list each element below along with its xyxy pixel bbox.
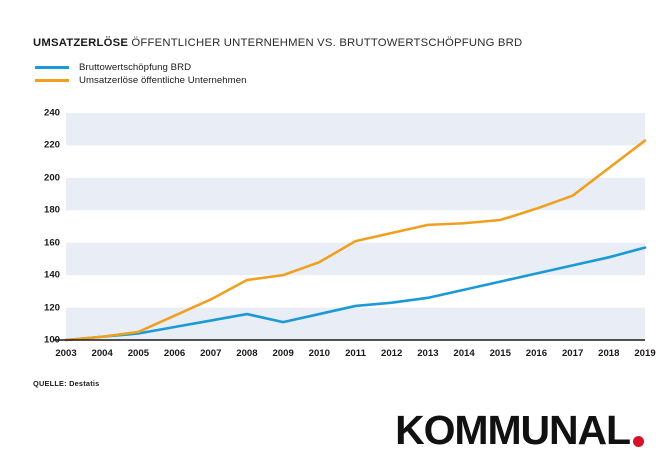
series-line-blue — [64, 246, 647, 342]
y-tick-label: 240 — [43, 107, 60, 119]
kommunal-logo: KOMMUNAL — [395, 409, 644, 451]
y-tick-label: 100 — [43, 334, 60, 346]
y-tick-label: 220 — [43, 139, 60, 151]
x-tick-label: 2009 — [272, 348, 294, 359]
chart-legend: Bruttowertschöpfung BRD Umsatzerlöse öff… — [35, 61, 246, 87]
y-tick-label: 120 — [43, 302, 60, 314]
legend-color-swatch-blue — [35, 66, 69, 69]
x-tick-label: 2006 — [163, 348, 186, 359]
x-tick-label: 2013 — [417, 348, 439, 359]
x-tick-label: 2005 — [127, 348, 150, 359]
y-tick-label: 140 — [43, 269, 60, 281]
logo-wordmark: KOMMUNAL — [395, 407, 631, 453]
x-tick-label: 2008 — [236, 348, 258, 359]
y-axis-tick-labels: 100 120 140 160 180 200 220 240 — [0, 0, 60, 466]
legend-label-1: Umsatzerlöse öffentliche Unternehmen — [79, 75, 247, 86]
x-tick-label: 2004 — [91, 348, 113, 359]
x-tick-label: 2019 — [634, 348, 656, 359]
logo-dot-icon — [633, 436, 644, 447]
source-note: QUELLE: Destatis — [33, 379, 100, 388]
grid-band — [66, 113, 645, 146]
x-tick-label: 2018 — [598, 348, 620, 359]
legend-color-swatch-orange — [35, 79, 69, 82]
x-tick-label: 2007 — [200, 348, 222, 359]
x-tick-label: 2016 — [525, 348, 548, 359]
chart-title-rest: ÖFFENTLICHER UNTERNEHMEN VS. BRUTTOWERTS… — [128, 37, 523, 49]
y-tick-label: 160 — [43, 237, 60, 249]
legend-item-0: Bruttowertschöpfung BRD — [35, 61, 246, 74]
x-tick-label: 2011 — [345, 348, 366, 359]
legend-label-0: Bruttowertschöpfung BRD — [79, 62, 192, 73]
x-tick-label: 2014 — [453, 348, 475, 359]
chart-title-strong: UMSATZERLÖSE — [33, 37, 129, 49]
x-tick-label: 2017 — [561, 348, 584, 359]
x-tick-label: 2003 — [55, 348, 77, 359]
x-tick-label: 2012 — [381, 348, 403, 359]
x-tick-label: 2015 — [489, 348, 511, 359]
y-tick-label: 200 — [43, 172, 60, 184]
y-tick-label: 180 — [43, 204, 60, 216]
legend-item-1: Umsatzerlöse öffentliche Unternehmen — [35, 74, 246, 87]
x-tick-label: 2010 — [308, 348, 330, 359]
series-line-orange — [64, 139, 647, 342]
chart-title: UMSATZERLÖSE ÖFFENTLICHER UNTERNEHMEN VS… — [33, 33, 522, 51]
grid-band — [66, 307, 645, 340]
